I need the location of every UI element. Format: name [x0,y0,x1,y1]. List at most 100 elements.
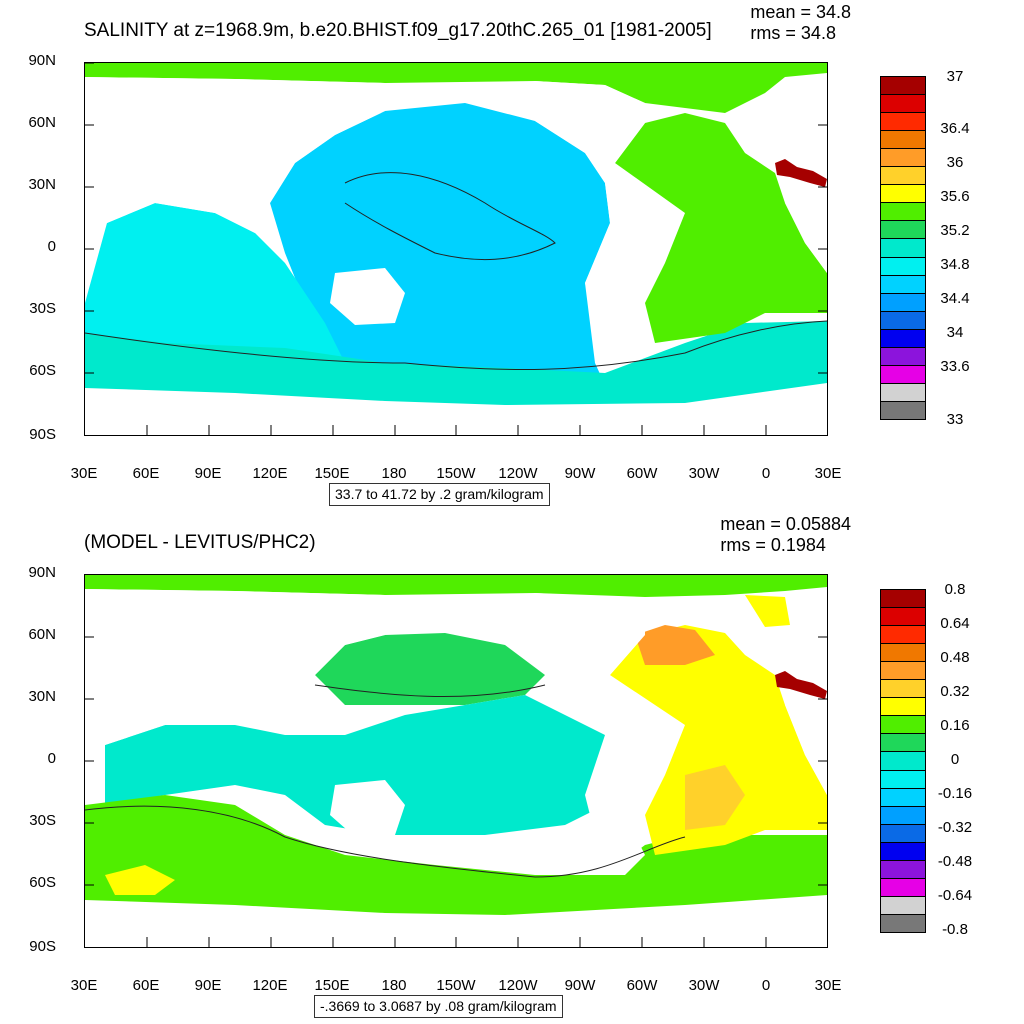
y-tick-label: 60S [29,874,56,891]
contour-line [85,805,686,878]
x-tick-label: 30E [70,465,98,482]
colorbar-swatch [880,112,926,132]
y-tick-label: 90S [29,426,56,443]
mean-value: mean = 0.05884 [720,514,851,534]
colorbar-swatch [880,328,926,348]
colorbar-swatch [880,166,926,186]
colorbar-swatch [880,643,926,663]
africa-land [785,705,827,795]
contour-line [85,320,827,371]
y-tick-label: 0 [47,750,56,767]
colorbar-swatch [880,859,926,879]
x-tick-label: 30E [814,977,842,994]
colorbar-label: 37 [946,68,964,85]
colorbar-label: 34 [946,324,964,341]
southern-field [85,321,827,405]
contour-range-label: 33.7 to 41.72 by .2 gram/kilogram [329,483,550,506]
colorbar-swatch [880,715,926,735]
y-tick-label: 60N [28,626,56,643]
colorbar-swatch [880,382,926,402]
colorbar-label: 36 [946,154,964,171]
colorbar-swatch [880,877,926,897]
colorbar-swatch [880,256,926,276]
australia-land [330,268,405,325]
x-tick-label: 150W [436,977,476,994]
x-tick-label: 0 [761,977,771,994]
x-tick-label: 180 [381,465,407,482]
colorbar-swatch [880,76,926,96]
colorbar-label: 34.4 [940,290,970,307]
stats-readout: mean = 0.05884 rms = 0.1984 [720,514,851,556]
x-tick-label: 60E [132,977,160,994]
colorbar-swatch [880,733,926,753]
colorbar-swatch [880,130,926,150]
atlantic-field [615,113,827,343]
colorbar-label: 0.32 [940,683,970,700]
colorbar [880,76,926,420]
eurasia-land [85,589,385,745]
map-field [85,575,827,915]
australia-land [330,780,405,837]
x-tick-label: 30W [688,977,720,994]
colorbar-label: 0.64 [940,615,970,632]
x-tick-label: 30W [688,465,720,482]
x-tick-label: 90E [194,977,222,994]
colorbar-label: 34.8 [940,256,970,273]
y-tick-label: 30S [29,812,56,829]
contour-line [314,684,546,698]
colorbar-label: 35.6 [940,188,970,205]
x-tick-label: 150E [314,977,350,994]
greenland-field [745,595,790,627]
americas-land [535,593,645,875]
colorbar-label: -0.48 [937,853,973,870]
x-tick-label: 150E [314,465,350,482]
arctic-field [85,63,827,113]
colorbar-swatch [880,823,926,843]
mean-value: mean = 34.8 [750,2,851,22]
southern-positive-field [105,865,175,895]
x-tick-label: 90W [564,977,596,994]
salinity-panel: SALINITY at z=1968.9m, b.e20.BHIST.f09_g… [28,2,970,506]
colorbar-swatch [880,697,926,717]
colorbar-swatch [880,751,926,771]
colorbar-swatch [880,238,926,258]
colorbar-label: 33.6 [940,358,970,375]
colorbar-swatch [880,400,926,420]
y-tick-label: 30S [29,300,56,317]
colorbar-swatch [880,913,926,933]
x-tick-label: 180 [381,977,407,994]
labrador-field [635,625,715,665]
colorbar-swatch [880,895,926,915]
colorbar-swatch [880,94,926,114]
x-tick-label: 60E [132,465,160,482]
colorbar-swatch [880,679,926,699]
rms-value: rms = 0.1984 [720,535,826,555]
x-tick-label: 0 [761,465,771,482]
arctic-field [85,575,827,597]
contour-line [344,172,556,261]
colorbar-swatch [880,310,926,330]
colorbar-swatch [880,661,926,681]
colorbar-label: 0.48 [940,649,970,666]
x-tick-label: 120W [498,465,538,482]
x-tick-label: 60W [626,977,658,994]
med-outflow-field [775,671,827,699]
colorbar-label: 0.16 [940,717,970,734]
y-tick-label: 90N [28,52,56,69]
colorbar-swatch [880,607,926,627]
x-tick-label: 60W [626,465,658,482]
south-atlantic-field [685,765,745,830]
map-field [85,63,827,405]
y-tick-label: 30N [28,688,56,705]
y-tick-label: 0 [47,238,56,255]
map-plot [84,62,828,436]
x-tick-label: 120W [498,977,538,994]
colorbar-label: 0 [950,751,960,768]
x-tick-label: 120E [252,465,288,482]
contour-range-label: -.3669 to 3.0687 by .08 gram/kilogram [314,995,563,1018]
colorbar-swatch [880,364,926,384]
colorbar-swatch [880,148,926,168]
colorbar-label: 33 [946,411,964,428]
indian-field [85,203,345,368]
colorbar-label: 0.8 [944,581,966,598]
